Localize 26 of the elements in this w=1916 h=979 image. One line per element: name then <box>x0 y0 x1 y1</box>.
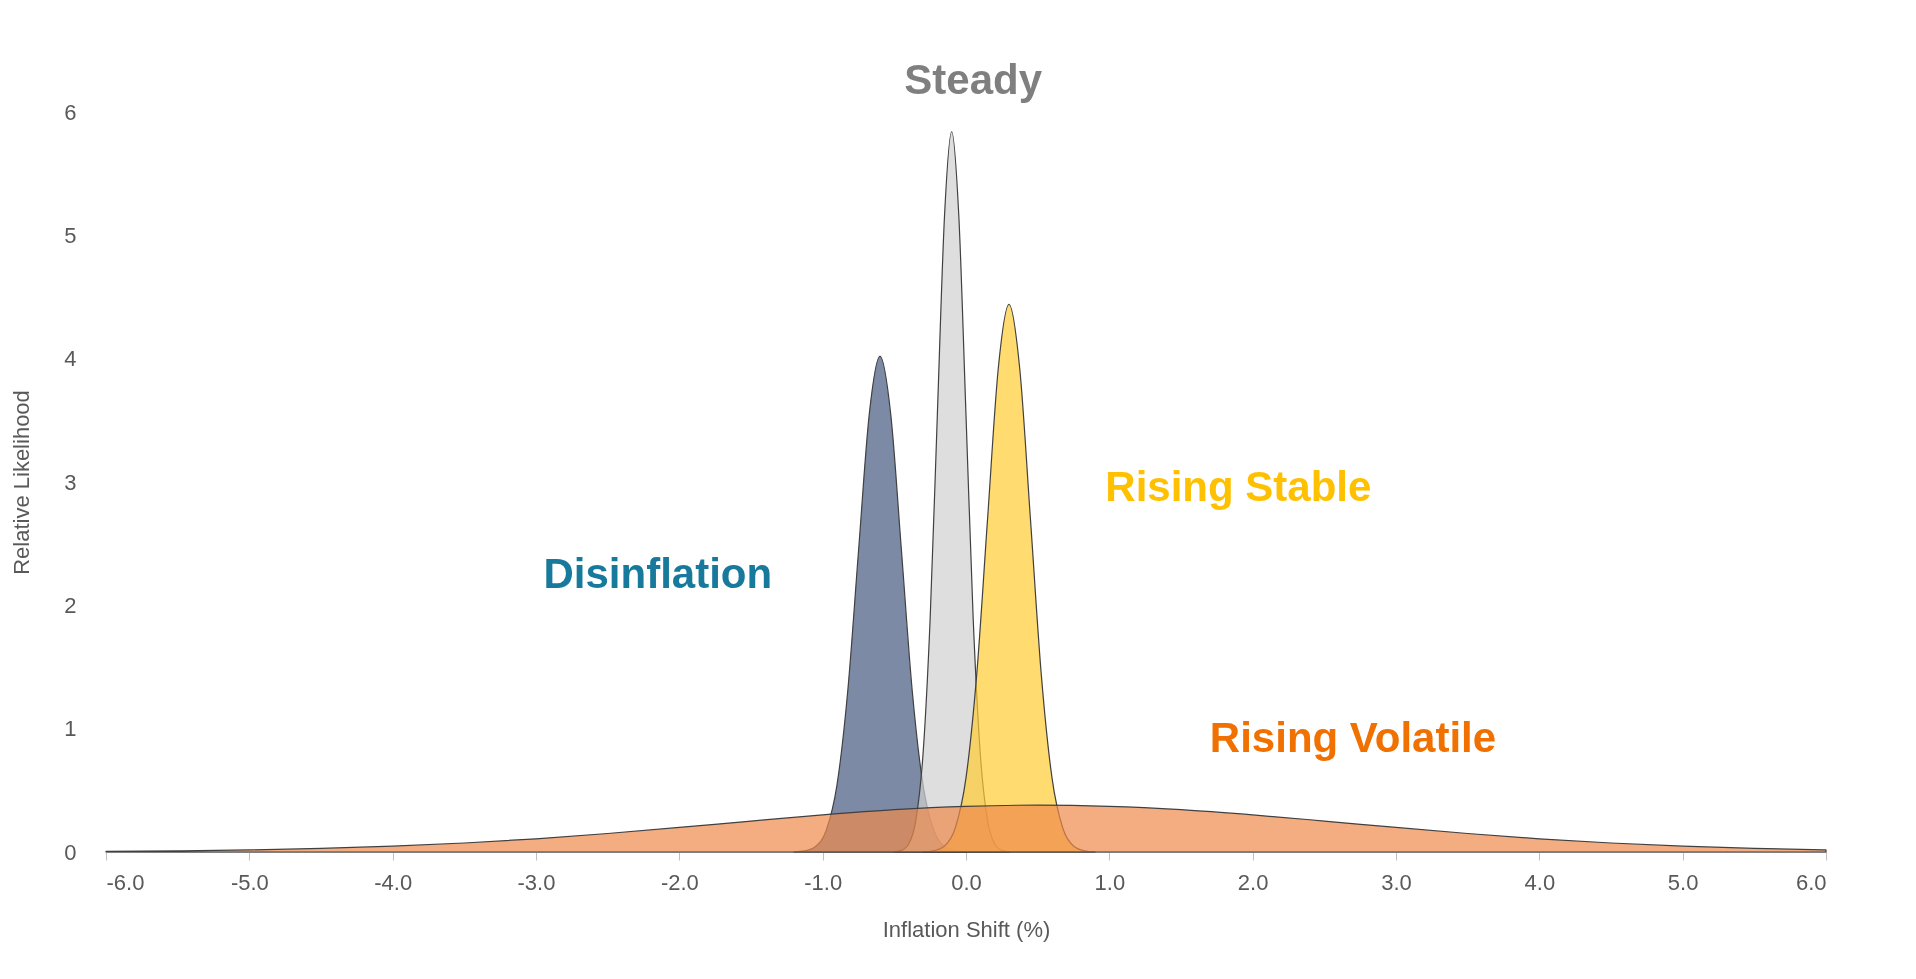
x-tick-label: -1.0 <box>804 869 843 895</box>
y-tick-label: 4 <box>64 346 77 372</box>
y-axis-title: Relative Likelihood <box>9 390 35 575</box>
y-tick-label: 0 <box>64 839 77 865</box>
series-label: Disinflation <box>543 549 773 597</box>
x-tick-label: 5.0 <box>1667 869 1699 895</box>
x-tick-label: -6.0 <box>106 869 145 895</box>
x-tick-label: -3.0 <box>517 869 556 895</box>
x-tick-label: 2.0 <box>1237 869 1269 895</box>
y-tick-label: 1 <box>64 716 77 742</box>
y-tick-label: 3 <box>64 469 77 495</box>
series-label: Steady <box>904 56 1043 104</box>
x-tick-label: 1.0 <box>1094 869 1126 895</box>
y-tick-label: 5 <box>64 222 77 248</box>
x-tick-label: -4.0 <box>374 869 413 895</box>
x-tick-label: 4.0 <box>1524 869 1556 895</box>
series-label: Rising Stable <box>1105 463 1372 511</box>
y-tick-label: 6 <box>64 99 77 125</box>
x-tick-label: 3.0 <box>1381 869 1412 895</box>
x-tick-label: -2.0 <box>660 869 699 895</box>
x-tick-label: 6.0 <box>1795 869 1827 895</box>
y-tick-label: 2 <box>64 592 77 618</box>
x-axis-title: Inflation Shift (%) <box>882 916 1051 942</box>
series-label: Rising Volatile <box>1209 713 1497 761</box>
x-tick-label: -5.0 <box>230 869 269 895</box>
x-tick-label: 0.0 <box>951 869 982 895</box>
